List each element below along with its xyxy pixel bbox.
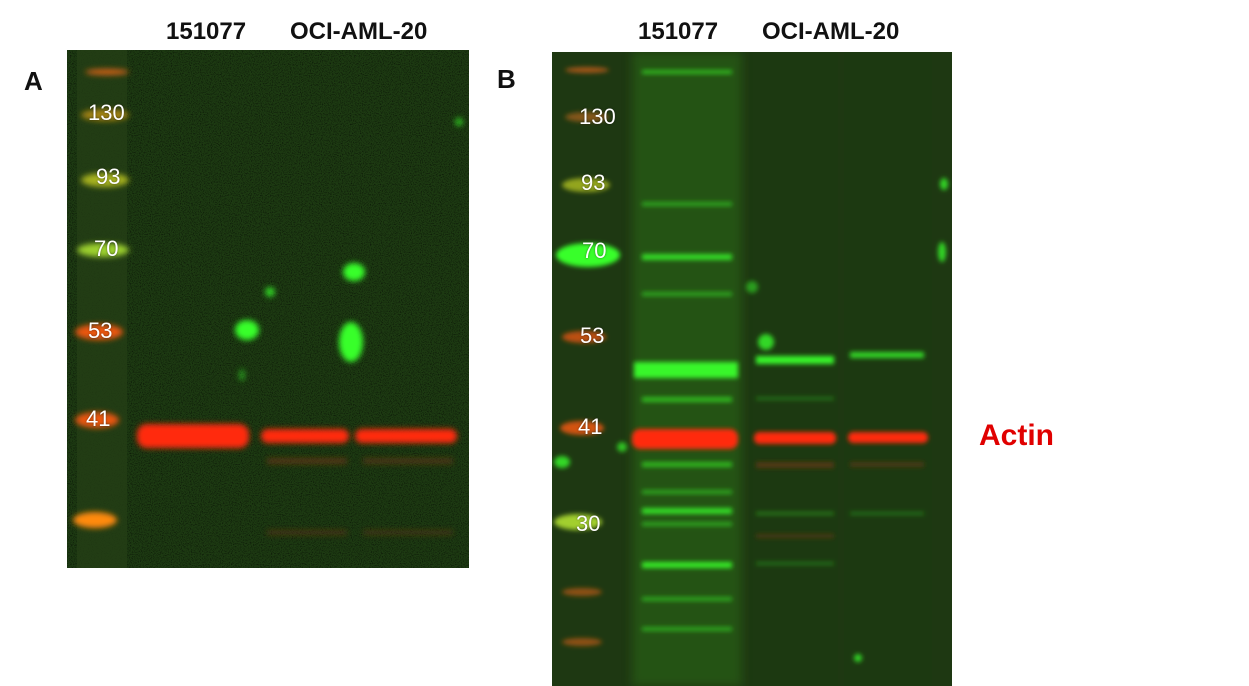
western-blot-panel-b [552,52,952,686]
western-blot-panel-a [67,50,469,568]
panel-b-marker-53: 53 [580,323,605,348]
panel-a-lane1-header: 151077 [166,18,247,45]
panel-b-marker-41: 41 [578,414,603,439]
panel-b-marker-30: 30 [576,511,601,536]
panel-b-marker-93: 93 [581,170,606,195]
panel-b-lane2-header: OCI-AML-20 [762,18,900,45]
panel-a-marker-53: 53 [88,318,113,343]
actin-label: Actin [979,419,1054,452]
panel-b-marker-130: 130 [579,104,616,129]
panel-b-lane1-header: 151077 [638,18,719,45]
panel-a-marker-70: 70 [94,236,119,261]
panel-a-marker-41: 41 [86,406,111,431]
blot-b-image [552,52,952,686]
blot-a-image [67,50,469,568]
panel-a-marker-93: 93 [96,164,121,189]
panel-a-marker-130: 130 [88,100,125,125]
panel-a-lane2-header: OCI-AML-20 [290,18,428,45]
panel-b-marker-70: 70 [582,238,607,263]
panel-a-letter: A [24,66,43,96]
panel-b-letter: B [497,64,516,94]
